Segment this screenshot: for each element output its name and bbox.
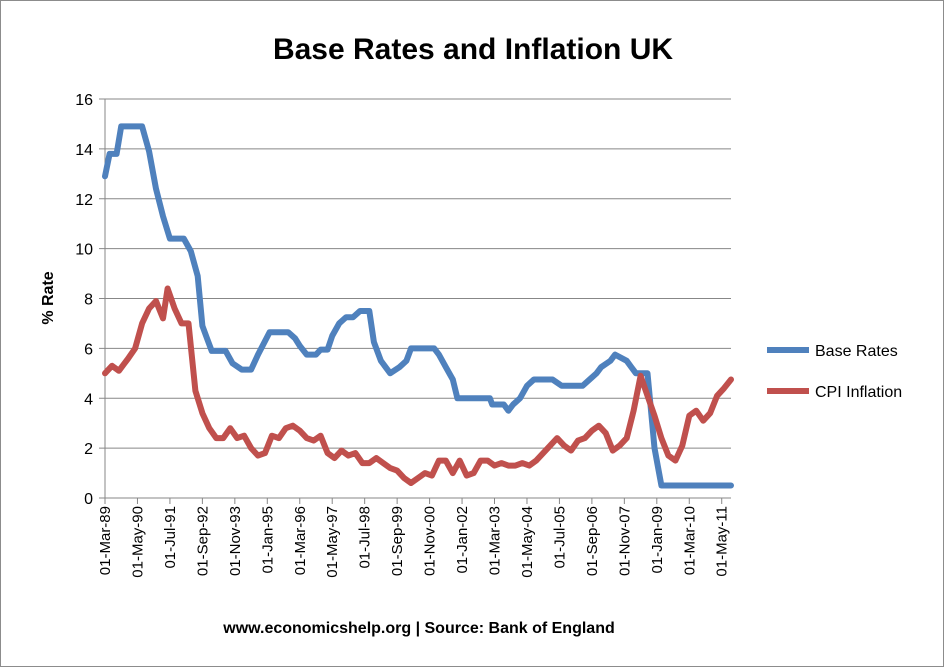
x-tick-label: 01-Mar-96 bbox=[292, 506, 309, 575]
x-tick-label: 01-Jul-91 bbox=[162, 506, 179, 569]
chart-title: Base Rates and Inflation UK bbox=[273, 33, 673, 66]
x-tick-label: 01-Jul-05 bbox=[551, 506, 568, 569]
y-tick-label: 6 bbox=[84, 341, 93, 358]
x-tick-label: 01-Nov-00 bbox=[422, 506, 439, 576]
x-tick-label: 01-Jul-98 bbox=[357, 506, 374, 569]
series-line-0 bbox=[102, 123, 734, 489]
y-axis-label: % Rate bbox=[40, 271, 57, 324]
y-tick-label: 4 bbox=[84, 391, 93, 408]
x-tick-label: 01-Mar-10 bbox=[681, 506, 698, 575]
x-tick-label: 01-Jan-09 bbox=[649, 506, 666, 574]
series-line-1 bbox=[102, 285, 734, 486]
x-tick-label: 01-May-97 bbox=[324, 506, 341, 578]
x-tick-label: 01-Sep-99 bbox=[389, 506, 406, 576]
y-tick-label: 14 bbox=[75, 142, 93, 159]
legend-label: Base Rates bbox=[815, 343, 898, 360]
x-tick-label: 01-May-04 bbox=[519, 506, 536, 578]
y-tick-label: 10 bbox=[75, 242, 93, 259]
x-tick-label: 01-Jan-02 bbox=[454, 506, 471, 574]
x-tick-label: 01-Nov-93 bbox=[227, 506, 244, 576]
y-axis-ticks: 0 2 4 6 8 10 12 14 16 bbox=[75, 92, 105, 508]
x-tick-label: 01-May-11 bbox=[714, 506, 731, 577]
y-tick-label: 16 bbox=[75, 92, 93, 109]
x-tick-label: 01-Jan-95 bbox=[259, 506, 276, 574]
y-tick-label: 12 bbox=[75, 192, 93, 209]
y-tick-label: 0 bbox=[84, 491, 93, 508]
x-tick-label: 01-May-90 bbox=[129, 506, 146, 578]
x-tick-label: 01-Mar-03 bbox=[487, 506, 504, 575]
x-tick-label: 01-Nov-07 bbox=[616, 506, 633, 576]
x-tick-label: 01-Mar-89 bbox=[97, 506, 114, 575]
series-lines bbox=[102, 123, 734, 489]
x-tick-label: 01-Sep-06 bbox=[584, 506, 601, 576]
y-tick-label: 8 bbox=[84, 292, 93, 309]
legend: Base Rates CPI Inflation bbox=[767, 343, 902, 401]
x-axis-ticks: 01-Mar-89 01-May-90 01-Jul-91 01-Sep-92 01-N… bbox=[97, 498, 731, 578]
x-tick-label: 01-Sep-92 bbox=[194, 506, 211, 576]
y-tick-label: 2 bbox=[84, 441, 93, 458]
legend-label: CPI Inflation bbox=[815, 384, 902, 401]
source-footer: www.economicshelp.org | Source: Bank of … bbox=[222, 620, 615, 637]
